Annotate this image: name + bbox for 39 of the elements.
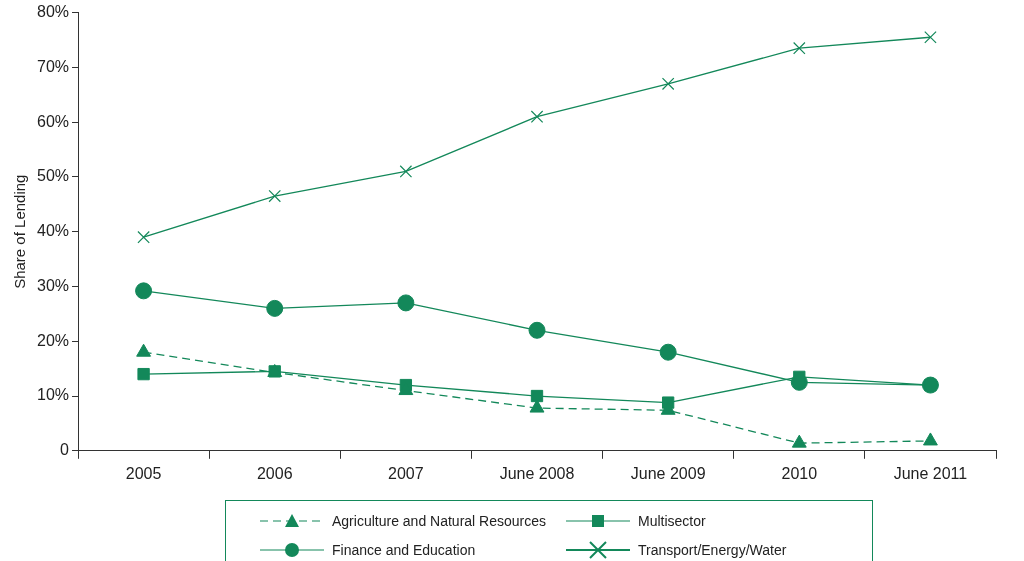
y-tick-label: 80% — [36, 3, 70, 21]
point — [791, 434, 807, 448]
point — [136, 343, 152, 357]
point — [530, 389, 544, 403]
y-tick-label: 20% — [36, 331, 70, 349]
point — [135, 282, 153, 300]
y-tick-label: 0 — [60, 441, 70, 459]
point — [528, 321, 546, 339]
x-tick-label: 2010 — [781, 464, 818, 482]
x-tick-label: 2006 — [256, 464, 293, 482]
point — [397, 294, 415, 312]
legend-label: Agriculture and Natural Resources — [332, 512, 546, 529]
point — [266, 299, 284, 317]
point — [924, 30, 937, 44]
y-axis-title: Share of Lending — [11, 174, 29, 289]
legend-label: Finance and Education — [332, 541, 476, 558]
legend-label: Transport/Energy/Water — [638, 541, 787, 558]
point — [529, 399, 545, 413]
y-tick-label: 10% — [36, 386, 70, 404]
y-tick-label: 60% — [36, 112, 70, 130]
point — [399, 165, 413, 178]
x-tick-label: June 2009 — [630, 464, 706, 482]
y-tick-label: 70% — [36, 57, 70, 75]
point — [793, 41, 806, 55]
y-tick-label: 30% — [36, 276, 70, 294]
legend-label: Multisector — [638, 512, 706, 529]
x-tick-label: 2005 — [125, 464, 162, 482]
y-tick-label: 40% — [36, 222, 70, 240]
point — [530, 110, 544, 123]
point — [137, 367, 150, 381]
point — [659, 343, 677, 361]
x-tick-label: June 2008 — [499, 464, 575, 482]
x-tick-label: June 2011 — [893, 464, 968, 482]
point — [923, 432, 938, 446]
point — [661, 77, 675, 91]
point — [268, 189, 281, 203]
y-tick-label: 50% — [36, 167, 70, 185]
point — [137, 230, 150, 244]
x-tick-label: 2007 — [388, 464, 424, 482]
